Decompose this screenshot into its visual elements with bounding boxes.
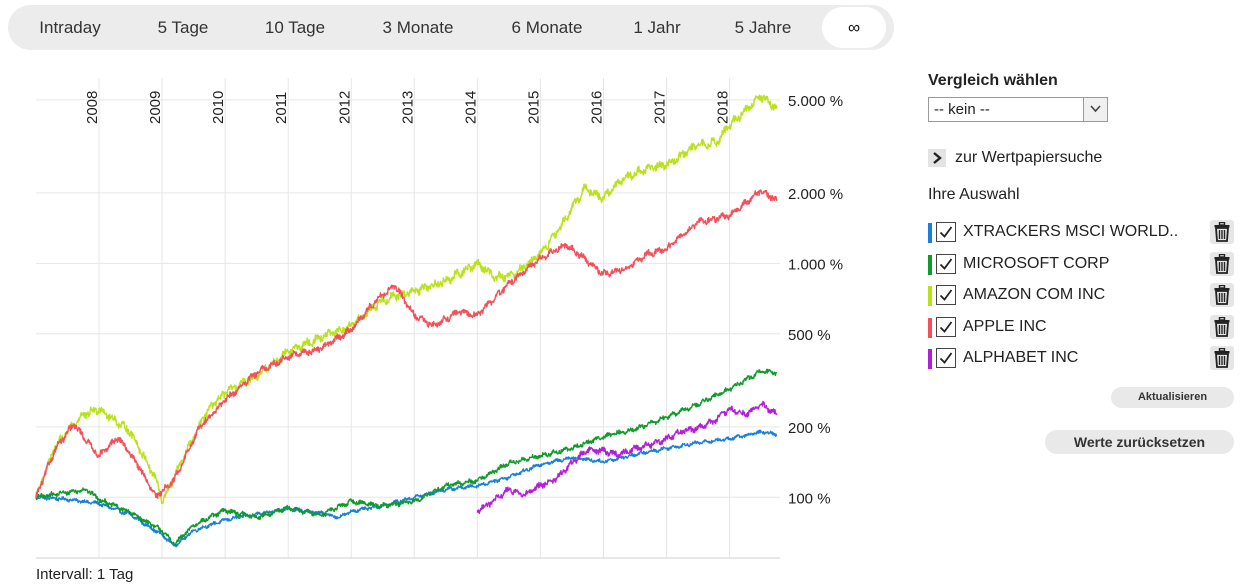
y-tick-label: 1.000 %	[788, 256, 843, 273]
series-name: MICROSOFT CORP	[963, 254, 1110, 272]
performance-chart: 100 % 200 % 500 % 1.000 % 2.000 % 5.000 % 2008…	[35, 78, 843, 559]
series-checkbox[interactable]	[936, 348, 956, 368]
x-tick-label: 2012	[336, 91, 353, 124]
remove-series-button[interactable]	[1210, 220, 1234, 244]
x-tick-label: 2015	[525, 91, 542, 124]
series-layer	[35, 94, 778, 548]
checkmark-icon	[939, 320, 953, 333]
checkmark-icon	[939, 289, 953, 301]
interval-label: Intervall: 1 Tag	[36, 566, 134, 583]
y-tick-label: 2.000 %	[788, 186, 843, 203]
series-line	[35, 368, 778, 547]
x-tick-label: 2016	[588, 91, 605, 124]
checkmark-icon	[939, 257, 953, 270]
chevron-down-icon[interactable]	[1083, 98, 1107, 121]
tab-6-monate[interactable]: 6 Monate	[511, 18, 583, 37]
x-tick-label: 2009	[147, 91, 164, 124]
trash-icon	[1214, 253, 1230, 274]
x-tick-label: 2017	[652, 91, 669, 124]
x-tick-label: 2014	[462, 91, 479, 124]
chevron-right-icon	[928, 149, 946, 167]
x-tick-label: 2010	[210, 91, 227, 124]
selection-item: XTRACKERS MSCI WORLD..	[928, 220, 1238, 252]
remove-series-button[interactable]	[1210, 283, 1234, 307]
series-checkbox[interactable]	[936, 253, 956, 274]
series-name: XTRACKERS MSCI WORLD..	[963, 223, 1179, 240]
checkmark-icon	[939, 352, 953, 364]
tab-5-jahre[interactable]: 5 Jahre	[734, 18, 792, 37]
remove-series-button[interactable]	[1210, 251, 1234, 276]
tab-intraday[interactable]: Intraday	[39, 18, 101, 37]
trash-icon	[1214, 316, 1230, 337]
trash-icon	[1214, 348, 1230, 368]
series-line	[35, 429, 778, 548]
remove-series-button[interactable]	[1210, 314, 1234, 339]
y-tick-label: 200 %	[788, 420, 831, 437]
comparison-panel: Vergleich wählen -- kein -- zur Wertpapi…	[928, 72, 1238, 454]
series-line	[35, 189, 778, 499]
compare-select-value: -- kein --	[934, 101, 990, 118]
series-color-marker	[928, 223, 932, 243]
series-checkbox[interactable]	[936, 316, 956, 337]
tab-3-monate[interactable]: 3 Monate	[382, 18, 454, 37]
x-tick-label: 2008	[84, 91, 101, 124]
series-color-marker	[928, 254, 932, 275]
reset-button[interactable]: Werte zurücksetzen	[1045, 430, 1234, 454]
y-tick-label: 500 %	[788, 327, 831, 344]
tab-5-tage[interactable]: 5 Tage	[157, 18, 209, 37]
compare-select[interactable]: -- kein --	[928, 97, 1108, 122]
series-line	[476, 400, 778, 515]
series-color-marker	[928, 286, 932, 306]
series-name: AMAZON COM INC	[963, 286, 1106, 303]
selection-item: MICROSOFT CORP	[928, 251, 1238, 284]
series-color-marker	[928, 349, 932, 369]
tab-10-tage[interactable]: 10 Tage	[264, 18, 326, 37]
x-tick-label: 2018	[715, 91, 732, 124]
trash-icon	[1214, 285, 1230, 305]
range-tab-bar: Intraday 5 Tage 10 Tage 3 Monate 6 Monat…	[8, 5, 894, 50]
checkmark-icon	[939, 226, 953, 238]
y-tick-label: 100 %	[788, 490, 831, 507]
series-color-marker	[928, 317, 932, 338]
tab-1-jahr[interactable]: 1 Jahr	[633, 18, 681, 37]
update-button[interactable]: Aktualisieren	[1111, 387, 1234, 408]
selection-item: AMAZON COM INC	[928, 283, 1238, 315]
series-checkbox[interactable]	[936, 285, 956, 305]
series-checkbox[interactable]	[936, 222, 956, 242]
trash-icon	[1214, 222, 1230, 242]
series-line	[35, 94, 778, 505]
label-layer: 100 % 200 % 500 % 1.000 % 2.000 % 5.000 % 2008…	[84, 91, 843, 508]
selection-label: Ihre Auswahl	[928, 186, 1020, 203]
series-name: APPLE INC	[963, 317, 1047, 335]
grid-layer	[36, 78, 780, 559]
x-tick-label: 2011	[273, 92, 290, 124]
selection-item: ALPHABET INC	[928, 346, 1238, 378]
search-link[interactable]: zur Wertpapiersuche	[928, 149, 1102, 167]
y-tick-label: 5.000 %	[788, 93, 843, 110]
compare-title: Vergleich wählen	[928, 72, 1058, 89]
tab-max[interactable]: ∞	[822, 7, 886, 48]
series-name: ALPHABET INC	[963, 349, 1079, 366]
x-tick-label: 2013	[399, 91, 416, 124]
search-link-label: zur Wertpapiersuche	[955, 149, 1103, 166]
selection-list: XTRACKERS MSCI WORLD.. MICROSOFT CORP AMAZ…	[928, 220, 1238, 378]
remove-series-button[interactable]	[1210, 346, 1234, 370]
selection-item: APPLE INC	[928, 314, 1238, 347]
